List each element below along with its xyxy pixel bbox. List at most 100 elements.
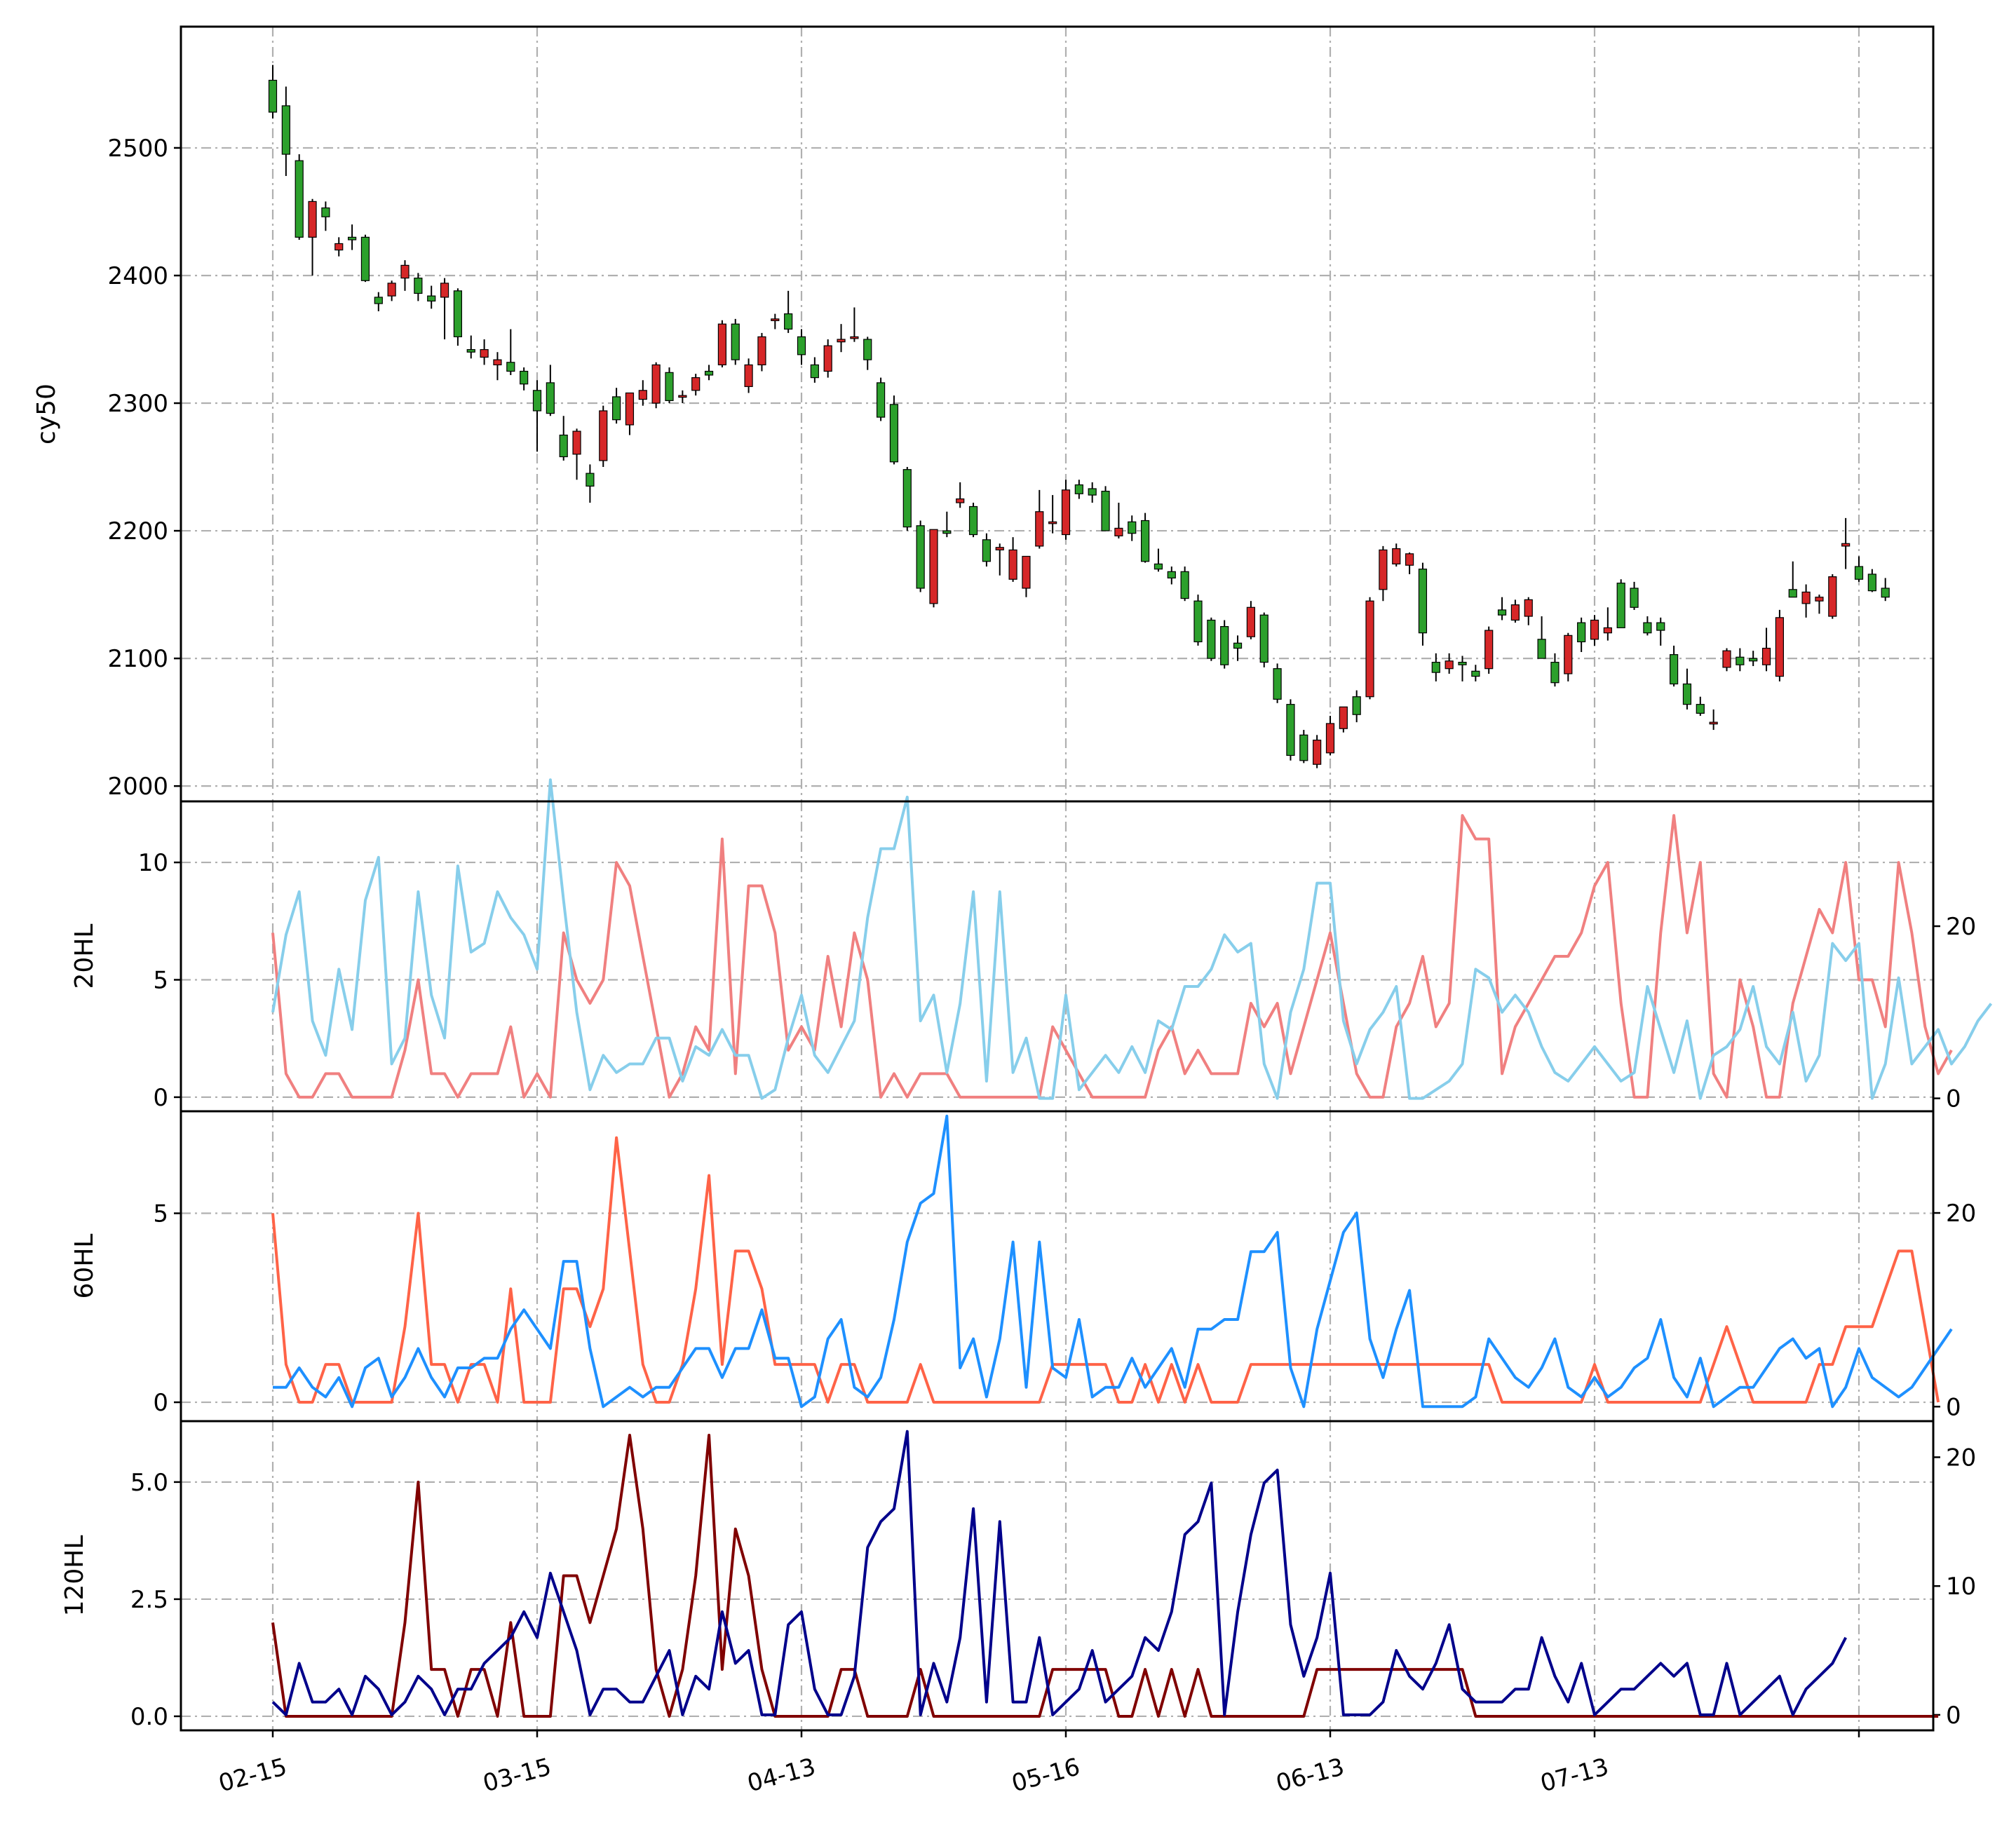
candle-body (956, 498, 965, 503)
candle-body (400, 264, 410, 279)
panel-60hl: 0 5 0 20 60HL (70, 1110, 1976, 1423)
candle-body (1128, 521, 1137, 534)
candle-body (1881, 588, 1890, 598)
panel-cy50: 2000 2100 2200 2300 2400 2500 cy50 (32, 25, 1935, 803)
y-tick-label: 2100 (107, 645, 168, 673)
candle-body (1035, 511, 1044, 547)
y-tick-label: 2300 (107, 390, 168, 418)
candle-body (374, 297, 383, 304)
candle-body (1167, 571, 1176, 579)
candle-body (440, 283, 449, 298)
series-line-right (271, 1430, 1847, 1716)
candle-body (1709, 721, 1718, 725)
candle-body (784, 313, 793, 330)
candle-body (414, 278, 423, 294)
candle-body (1510, 604, 1520, 621)
candle-body (968, 506, 978, 536)
candle-body (1352, 696, 1361, 715)
x-tick-label: 02-15 (216, 1753, 290, 1798)
candle-body (625, 392, 635, 426)
candle-body (1140, 520, 1150, 562)
candle-body (427, 295, 436, 301)
candle-body (757, 336, 766, 366)
candle-body (1405, 553, 1414, 566)
candle-body (916, 525, 925, 589)
candle-body (744, 364, 753, 387)
y2-tick-label: 0 (1946, 1393, 1961, 1421)
candle-body (480, 348, 489, 358)
candle-body (321, 207, 330, 217)
candle-body (1259, 614, 1269, 663)
candle-body (1445, 660, 1454, 670)
candle-body (837, 339, 846, 343)
candle-body (295, 160, 304, 238)
candle-body (1061, 489, 1071, 536)
candle-body (1564, 635, 1573, 674)
candle-body (1365, 600, 1374, 698)
candle-body (850, 336, 859, 339)
candle-body (360, 236, 370, 281)
candle-body (348, 236, 357, 240)
x-tick-label: 05-16 (1009, 1753, 1083, 1798)
y-axis-label: cy50 (32, 384, 61, 445)
candle-body (546, 382, 555, 414)
candle-body (929, 529, 938, 604)
candle-body (1074, 484, 1083, 494)
candle-body (704, 370, 714, 376)
y-tick-label: 0.0 (130, 1703, 168, 1731)
y-tick-label: 5.0 (130, 1469, 168, 1497)
candle-body (995, 547, 1004, 550)
candle-body (1815, 597, 1824, 602)
candle-body (506, 362, 515, 372)
candle-body (611, 396, 621, 421)
y-axis-label: 120HL (60, 1535, 89, 1617)
candle-body (1048, 521, 1057, 524)
candle-body (1392, 548, 1401, 565)
candle-body (1379, 549, 1388, 590)
candle-body (691, 377, 701, 391)
candle-body (466, 348, 475, 353)
candle-body (1325, 723, 1335, 754)
candle-body (1801, 591, 1811, 604)
candle-body (1577, 622, 1586, 643)
candle-body (1550, 661, 1560, 684)
candle-body (453, 290, 463, 337)
candle-body (1749, 658, 1758, 662)
panel-frame (180, 25, 1935, 803)
series-line-left (271, 814, 1953, 1099)
candle-body (1590, 619, 1599, 640)
candle-body (532, 390, 542, 412)
series-line-right (271, 778, 1993, 1100)
candle-body (1828, 576, 1837, 617)
candle-body (1273, 668, 1282, 700)
y2-tick-label: 20 (1946, 1444, 1976, 1472)
y-tick-label: 2200 (107, 517, 168, 545)
candle-body (638, 390, 647, 400)
candle-body (1670, 654, 1679, 685)
y2-tick-label: 0 (1946, 1085, 1961, 1113)
panel-frame (180, 1110, 1935, 1423)
y-tick-label: 5 (153, 1200, 168, 1228)
candle-body (1022, 555, 1031, 589)
candle-body (1841, 543, 1851, 547)
candle-body (665, 372, 674, 401)
candle-body (1616, 583, 1625, 629)
candle-body (334, 243, 344, 251)
x-tick-label: 04-13 (745, 1753, 819, 1798)
candle-body (1643, 622, 1652, 634)
candle-body (1761, 647, 1771, 665)
candle-body (1524, 599, 1533, 617)
candle-body (771, 318, 780, 321)
candle-body (942, 530, 952, 534)
panel-frame (180, 1420, 1935, 1732)
candle-body (717, 323, 727, 366)
candle-body (1233, 642, 1243, 649)
candle-body (1775, 617, 1784, 677)
candle-body (1656, 622, 1665, 631)
candle-body (1313, 740, 1322, 765)
candle-body (586, 473, 595, 487)
x-tick-label: 03-15 (480, 1753, 555, 1798)
y-axis-label: 20HL (70, 924, 99, 989)
candle-body (1008, 549, 1017, 580)
